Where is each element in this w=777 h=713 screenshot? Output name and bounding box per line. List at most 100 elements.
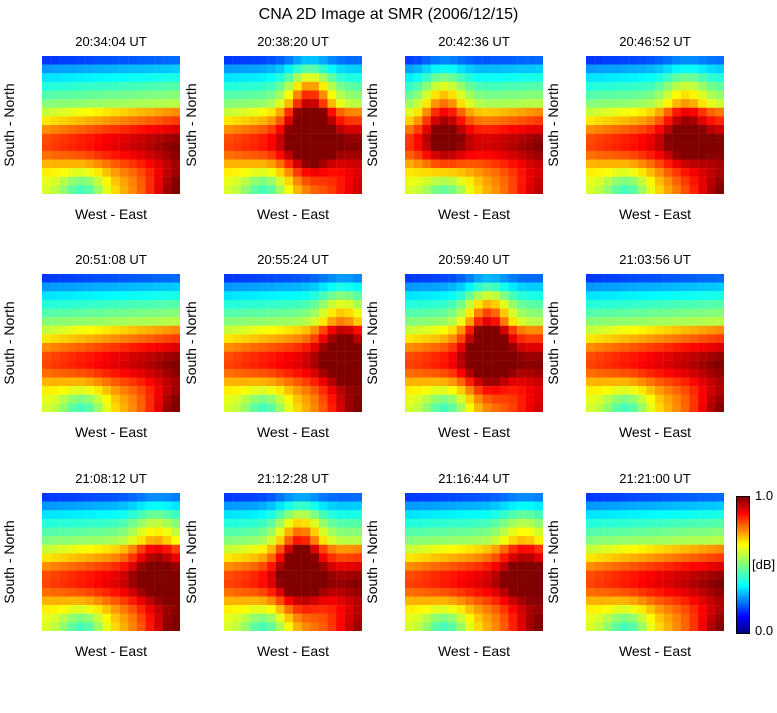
heatmap-cell [154, 518, 163, 528]
heatmap-cell [629, 570, 638, 580]
heatmap-cell [232, 579, 242, 589]
heatmap-cell [76, 544, 86, 554]
heatmap-cell [93, 73, 103, 83]
heatmap-cell [310, 536, 320, 545]
heatmap-cell [413, 553, 423, 563]
heatmap-cell [284, 334, 294, 344]
heatmap-cell [232, 317, 242, 326]
heatmap-cell [241, 570, 251, 580]
heatmap-cell [102, 159, 112, 169]
heatmap-cell [474, 394, 483, 404]
heatmap-cell [353, 159, 362, 169]
heatmap-cell [336, 176, 345, 186]
heatmap-cell [465, 587, 475, 597]
heatmap-cell [517, 605, 526, 614]
heatmap-cell [136, 99, 146, 108]
heatmap-cell [249, 73, 259, 83]
heatmap-cell [42, 518, 51, 528]
heatmap-cell [586, 176, 595, 186]
heatmap-cell [715, 99, 724, 108]
chart-title: CNA 2D Image at SMR (2006/12/15) [258, 6, 519, 23]
heatmap-cell [482, 274, 492, 283]
heatmap-cell [448, 116, 457, 126]
heatmap-cell [663, 168, 673, 177]
heatmap-cell [655, 553, 664, 563]
heatmap-cell [448, 107, 457, 117]
heatmap-cell [232, 570, 242, 580]
heatmap-cell [620, 142, 630, 152]
heatmap-cell [111, 501, 120, 511]
heatmap-cell [482, 334, 492, 344]
heatmap-cell [327, 394, 337, 404]
heatmap-cell [534, 544, 543, 554]
heatmap-cell [85, 343, 94, 352]
y-axis-label: South - North [1, 520, 17, 604]
heatmap-cell [67, 133, 77, 143]
heatmap-cell [154, 386, 163, 395]
heatmap-cell [50, 133, 60, 143]
heatmap-cell [301, 282, 311, 292]
heatmap-cell [474, 125, 483, 134]
heatmap-cell [162, 368, 172, 378]
heatmap-cell [611, 386, 621, 395]
heatmap-cell [430, 99, 440, 108]
heatmap-cell [145, 493, 155, 502]
heatmap-cell [85, 308, 94, 318]
heatmap-cell [499, 518, 509, 528]
heatmap-cell [517, 308, 526, 318]
heatmap-cell [249, 553, 259, 563]
heatmap-cell [171, 133, 180, 143]
heatmap-cell [422, 142, 432, 152]
heatmap-cell [620, 368, 630, 378]
heatmap-cell [59, 116, 69, 126]
heatmap-cell [629, 527, 638, 537]
heatmap-cell [508, 168, 518, 177]
heatmap-cell [336, 510, 345, 520]
heatmap-cell [145, 107, 155, 117]
heatmap-cell [448, 386, 457, 395]
heatmap-cell [232, 308, 242, 318]
heatmap-cell [611, 90, 621, 100]
heatmap-cell [275, 553, 285, 563]
heatmap-cell [293, 99, 302, 108]
heatmap-cell [50, 56, 60, 65]
heatmap-cell [128, 394, 138, 404]
heatmap-cell [344, 125, 354, 134]
heatmap-cell [465, 133, 475, 143]
heatmap-cell [603, 501, 613, 511]
heatmap-cell [439, 510, 449, 520]
heatmap-cell [637, 133, 647, 143]
heatmap-cell [663, 159, 673, 169]
heatmap-cell [93, 386, 103, 395]
heatmap-cell [119, 325, 129, 335]
heatmap-cell [76, 64, 86, 74]
heatmap-cell [698, 308, 707, 318]
heatmap-cell [439, 553, 449, 563]
heatmap-cell [525, 317, 535, 326]
heatmap-cell [154, 308, 163, 318]
heatmap-cell [275, 299, 285, 309]
heatmap-cell [629, 282, 638, 292]
heatmap-cell [42, 596, 51, 606]
heatmap-cell [50, 527, 60, 537]
heatmap-cell [525, 403, 535, 412]
heatmap-cell [85, 325, 94, 335]
heatmap-cell [680, 282, 690, 292]
heatmap-cell [517, 510, 526, 520]
heatmap-cell [405, 116, 414, 126]
heatmap-cell [586, 493, 595, 502]
heatmap-cell [171, 377, 180, 387]
heatmap-cell [85, 368, 94, 378]
heatmap-cell [145, 386, 155, 395]
heatmap-cell [698, 150, 707, 160]
heatmap-cell [499, 317, 509, 326]
heatmap-cell [136, 587, 146, 597]
heatmap-cell [145, 377, 155, 387]
heatmap-cell [171, 81, 180, 91]
heatmap-cell [405, 185, 414, 194]
heatmap-cell [465, 176, 475, 186]
heatmap-cell [336, 536, 345, 545]
heatmap-cell [439, 579, 449, 589]
heatmap-cell [706, 325, 716, 335]
heatmap-cell [611, 325, 621, 335]
